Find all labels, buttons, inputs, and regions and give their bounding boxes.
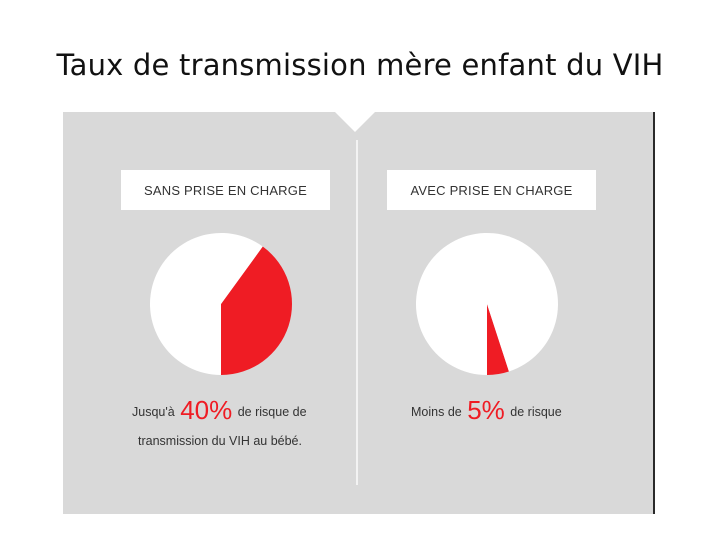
left-caption-prefix: Jusqu'à [132,405,175,419]
slide-title: Taux de transmission mère enfant du VIH [56,48,664,82]
pie-slice-risk [487,304,509,375]
right-caption-percentage: 5% [467,395,505,425]
right-caption-prefix: Moins de [411,405,462,419]
pie-slice-risk [221,246,292,375]
left-caption-line1: Jusqu'à 40% de risque de [132,397,307,423]
pie-slice-remainder [415,233,558,375]
left-caption-percentage: 40% [180,395,233,425]
right-caption-suffix: de risque [510,405,562,419]
right-header-label: AVEC PRISE EN CHARGE [387,170,596,210]
left-caption-suffix: de risque de [237,405,307,419]
left-header-label: SANS PRISE EN CHARGE [121,170,330,210]
right-caption-line1: Moins de 5% de risque [411,397,562,423]
pie-chart-without-treatment [150,233,292,375]
pie-slice-remainder [150,233,263,375]
panel-divider [356,140,358,485]
panel-notch [335,112,375,132]
left-caption-line2: transmission du VIH au bébé. [138,434,302,448]
pie-chart-with-treatment [415,233,558,375]
